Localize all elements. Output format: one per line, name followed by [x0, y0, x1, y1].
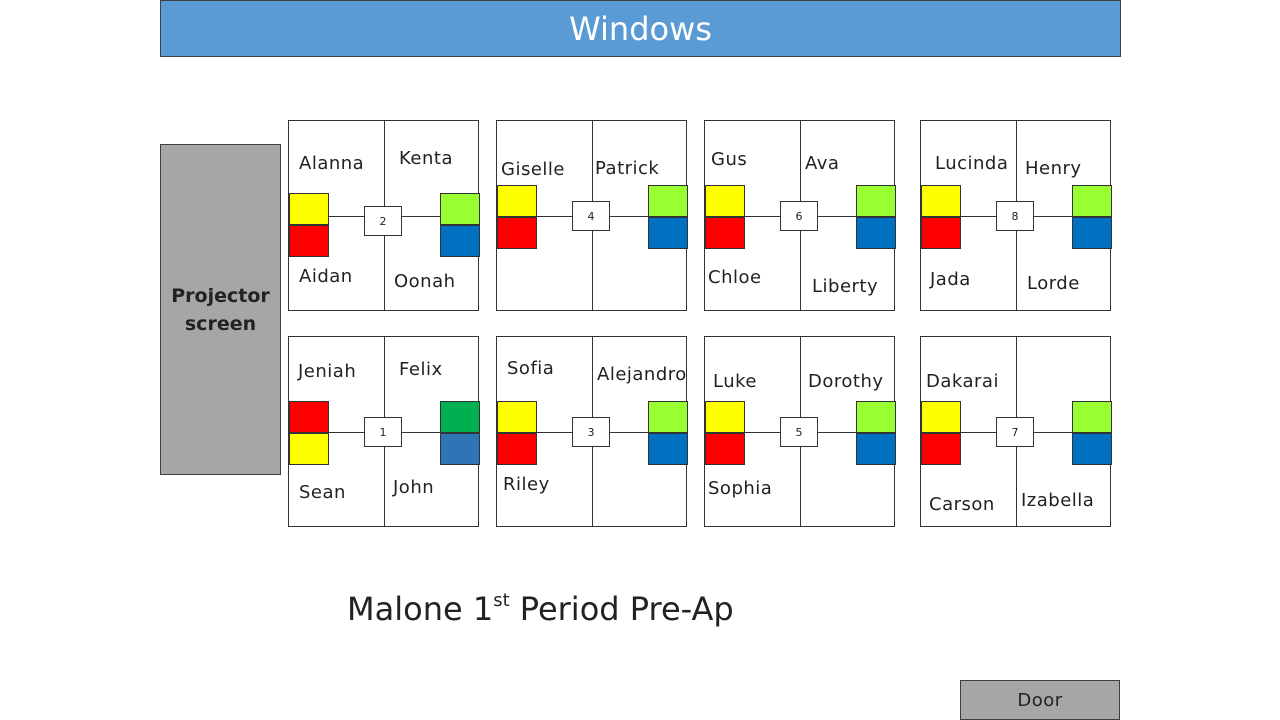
table-number: 5 — [780, 417, 818, 447]
door: Door — [960, 680, 1120, 720]
table-number: 8 — [996, 201, 1034, 231]
student-name: Felix — [399, 359, 443, 380]
seat-color-right-top — [1072, 401, 1112, 433]
seat-color-right-top — [648, 185, 688, 217]
seat-color-right-bottom — [648, 433, 688, 465]
seat-color-right-top — [1072, 185, 1112, 217]
table-2: 2 Alanna Kenta Aidan Oonah — [288, 120, 480, 311]
student-name: Oonah — [394, 271, 456, 292]
seat-color-right-bottom — [1072, 217, 1112, 249]
table-7: 7 Dakarai Carson Izabella — [920, 336, 1112, 527]
student-name: Izabella — [1021, 490, 1095, 511]
seat-color-right-bottom — [440, 433, 480, 465]
seat-color-right-top — [440, 401, 480, 433]
seat-color-left-bottom — [921, 217, 961, 249]
seat-color-left-top — [705, 185, 745, 217]
table-6: 6 Gus Ava Chloe Liberty — [704, 120, 896, 311]
student-name: Dorothy — [808, 371, 884, 392]
student-name: Alanna — [299, 153, 365, 174]
projector-label-line1: Projector — [171, 284, 270, 307]
table-number: 3 — [572, 417, 610, 447]
student-name: Carson — [929, 494, 995, 515]
seat-color-left-bottom — [705, 433, 745, 465]
seat-color-left-top — [921, 401, 961, 433]
seat-color-left-bottom — [289, 225, 329, 257]
seat-color-right-bottom — [1072, 433, 1112, 465]
seat-color-left-top — [289, 193, 329, 225]
seat-color-right-bottom — [856, 217, 896, 249]
table-5: 5 Luke Dorothy Sophia — [704, 336, 896, 527]
table-8: 8 Lucinda Henry Jada Lorde — [920, 120, 1112, 311]
seat-color-left-top — [497, 401, 537, 433]
seat-color-right-top — [856, 185, 896, 217]
seat-color-left-top — [289, 401, 329, 433]
page-title: Malone 1st Period Pre-Ap — [347, 590, 734, 628]
student-name: Riley — [503, 474, 550, 495]
table-number: 4 — [572, 201, 610, 231]
student-name: Sofia — [507, 358, 555, 379]
seat-color-right-top — [856, 401, 896, 433]
student-name: Gus — [711, 149, 748, 170]
student-name: Dakarai — [926, 371, 999, 392]
table-number: 7 — [996, 417, 1034, 447]
student-name: Sophia — [708, 478, 773, 499]
student-name: Luke — [713, 371, 757, 392]
seat-color-right-bottom — [440, 225, 480, 257]
table-number: 6 — [780, 201, 818, 231]
student-name: Patrick — [595, 158, 660, 179]
table-number: 1 — [364, 417, 402, 447]
student-name: Ava — [805, 153, 840, 174]
seat-color-right-top — [440, 193, 480, 225]
seat-color-left-top — [705, 401, 745, 433]
seat-color-right-bottom — [648, 217, 688, 249]
student-name: Lorde — [1027, 273, 1080, 294]
student-name: Chloe — [708, 267, 762, 288]
student-name: John — [393, 477, 435, 498]
projector-label-line2: screen — [184, 312, 257, 335]
seat-color-left-bottom — [289, 433, 329, 465]
student-name: Jada — [930, 269, 971, 290]
seat-color-left-bottom — [921, 433, 961, 465]
seat-color-right-bottom — [856, 433, 896, 465]
student-name: Alejandro — [597, 364, 687, 385]
student-name: Liberty — [812, 276, 879, 297]
student-name: Lucinda — [935, 153, 1009, 174]
student-name: Sean — [299, 482, 346, 503]
student-name: Aidan — [299, 266, 353, 287]
table-4: 4 Giselle Patrick — [496, 120, 688, 311]
seat-color-left-top — [497, 185, 537, 217]
title-superscript: st — [493, 590, 510, 611]
student-name: Kenta — [399, 148, 453, 169]
student-name: Giselle — [501, 159, 565, 180]
student-name: Jeniah — [298, 361, 357, 382]
windows-banner: Windows — [160, 0, 1121, 57]
projector-screen: Projector screen — [160, 144, 281, 475]
table-3: 3 Sofia Alejandro Riley — [496, 336, 688, 527]
table-1: 1 Jeniah Felix Sean John — [288, 336, 480, 527]
table-number: 2 — [364, 206, 402, 236]
title-suffix: Period Pre-Ap — [509, 590, 734, 628]
student-name: Henry — [1025, 158, 1082, 179]
seat-color-left-top — [921, 185, 961, 217]
seat-color-left-bottom — [705, 217, 745, 249]
title-prefix: Malone 1 — [347, 590, 494, 628]
seat-color-left-bottom — [497, 433, 537, 465]
seat-color-left-bottom — [497, 217, 537, 249]
seat-color-right-top — [648, 401, 688, 433]
